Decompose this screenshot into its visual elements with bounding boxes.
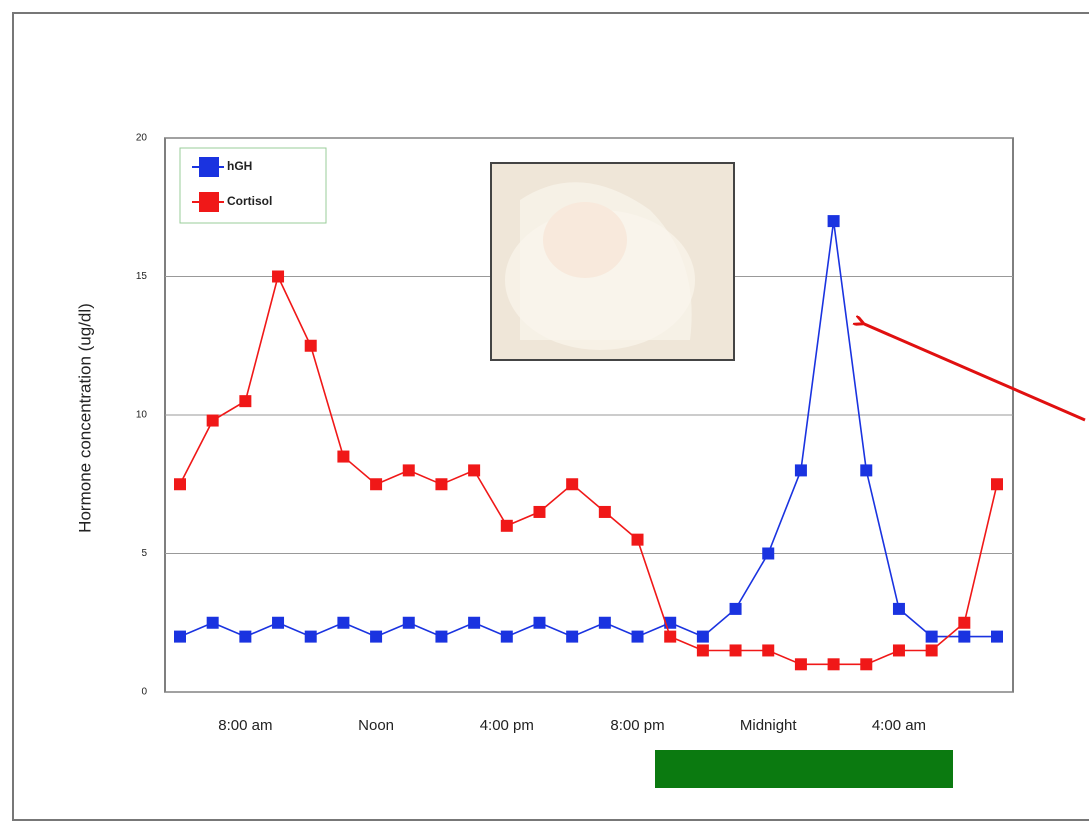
point xyxy=(664,631,676,643)
point xyxy=(174,631,186,643)
point xyxy=(305,631,317,643)
point xyxy=(632,534,644,546)
point xyxy=(730,603,742,615)
point xyxy=(730,644,742,656)
point xyxy=(566,631,578,643)
point xyxy=(337,451,349,463)
point xyxy=(370,478,382,490)
point xyxy=(795,658,807,670)
point xyxy=(762,548,774,560)
point xyxy=(174,478,186,490)
point xyxy=(435,631,447,643)
y-tick-label: 10 xyxy=(136,410,148,421)
x-tick-label: 8:00 am xyxy=(218,717,272,734)
chart: 0 5 10 15 20 8:00 am Noon 4:00 pm 8:00 pm Midnigh… xyxy=(0,0,1089,833)
point xyxy=(828,658,840,670)
point xyxy=(697,631,709,643)
point xyxy=(860,658,872,670)
point xyxy=(991,631,1003,643)
point xyxy=(958,631,970,643)
legend-swatch xyxy=(199,157,219,177)
point xyxy=(926,631,938,643)
legend-label: Cortisol xyxy=(227,194,272,208)
point xyxy=(533,506,545,518)
legend-label: hGH xyxy=(227,159,252,173)
photo xyxy=(491,163,734,360)
point xyxy=(272,617,284,629)
point xyxy=(403,617,415,629)
x-tick-label: 8:00 pm xyxy=(610,717,664,734)
point xyxy=(991,478,1003,490)
point xyxy=(893,603,905,615)
point xyxy=(795,464,807,476)
point xyxy=(207,617,219,629)
point xyxy=(468,464,480,476)
point xyxy=(599,506,611,518)
point xyxy=(860,464,872,476)
y-tick-label: 0 xyxy=(141,687,147,698)
point xyxy=(239,631,251,643)
y-tick-label: 15 xyxy=(136,271,148,282)
point xyxy=(533,617,545,629)
sleep-bar xyxy=(655,750,953,788)
x-tick-label: Midnight xyxy=(740,717,798,734)
point xyxy=(926,644,938,656)
point xyxy=(403,464,415,476)
point xyxy=(566,478,578,490)
point xyxy=(239,395,251,407)
point xyxy=(828,215,840,227)
point xyxy=(468,617,480,629)
point xyxy=(305,340,317,352)
point xyxy=(370,631,382,643)
point xyxy=(632,631,644,643)
point xyxy=(599,617,611,629)
x-tick-label: Noon xyxy=(358,717,394,734)
point xyxy=(435,478,447,490)
x-tick-label: 4:00 pm xyxy=(480,717,534,734)
point xyxy=(207,415,219,427)
y-tick-label: 20 xyxy=(136,133,148,144)
point xyxy=(697,644,709,656)
point xyxy=(272,271,284,283)
y-axis-label: Hormone concentration (ug/dl) xyxy=(75,303,94,533)
point xyxy=(337,617,349,629)
point xyxy=(893,644,905,656)
y-tick-label: 5 xyxy=(141,548,147,559)
legend-swatch xyxy=(199,192,219,212)
point xyxy=(958,617,970,629)
point xyxy=(501,520,513,532)
point xyxy=(762,644,774,656)
point xyxy=(501,631,513,643)
x-tick-label: 4:00 am xyxy=(872,717,926,734)
